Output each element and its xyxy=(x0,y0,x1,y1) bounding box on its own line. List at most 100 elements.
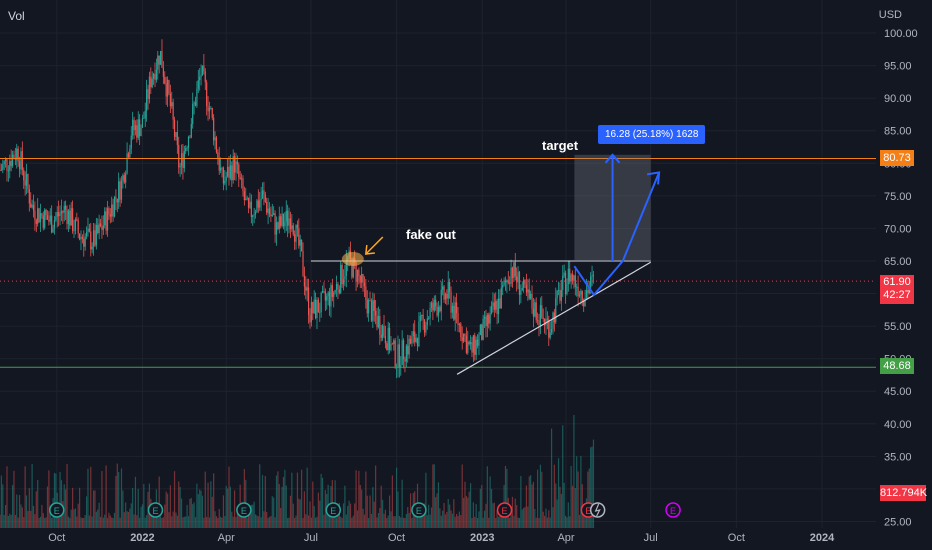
candle-body xyxy=(299,239,301,246)
candle-body xyxy=(187,136,190,148)
volume-bar xyxy=(580,455,582,528)
candle-body xyxy=(468,341,470,345)
volume-bar xyxy=(253,501,255,528)
volume-bar xyxy=(404,517,406,528)
volume-bar xyxy=(116,463,118,528)
volume-bar xyxy=(316,516,318,528)
volume-bar xyxy=(136,515,138,528)
candle-body xyxy=(474,335,476,355)
volume-bar xyxy=(382,499,384,528)
volume-bar xyxy=(317,492,319,528)
candle-body xyxy=(351,259,353,278)
candle-body xyxy=(278,216,280,230)
candle-body xyxy=(218,157,220,171)
volume-bar xyxy=(552,507,554,528)
volume-bar xyxy=(375,465,377,528)
volume-bar xyxy=(559,486,561,528)
candle-body xyxy=(538,320,540,326)
candle-body xyxy=(210,107,212,109)
volume-bar xyxy=(553,464,555,528)
volume-bar xyxy=(67,516,70,528)
candle-body xyxy=(32,204,35,211)
volume-bar xyxy=(231,511,233,528)
candle-body xyxy=(84,236,86,247)
volume-bar xyxy=(134,476,137,528)
price-range-measure-label[interactable]: 16.28 (25.18%) 1628 xyxy=(598,125,706,144)
volume-bar xyxy=(66,464,68,528)
volume-bar xyxy=(571,485,574,528)
candle-body xyxy=(574,275,576,287)
volume-bar xyxy=(260,517,262,528)
candle-body xyxy=(147,89,149,99)
candle-body xyxy=(506,280,508,283)
earnings-marker: E xyxy=(411,502,427,518)
candle-body xyxy=(320,292,322,313)
volume-bar xyxy=(270,516,272,528)
volume-bar xyxy=(101,470,103,528)
candle-body xyxy=(266,201,268,213)
candle-body xyxy=(158,55,160,65)
candle-body xyxy=(56,212,58,217)
target-annotation[interactable]: target xyxy=(542,138,579,153)
volume-bar xyxy=(14,514,16,528)
candle-body xyxy=(368,300,370,314)
volume-bar xyxy=(10,515,12,528)
candle-body xyxy=(38,208,40,223)
candle-body xyxy=(495,300,497,310)
candle-body xyxy=(18,161,21,170)
volume-bar xyxy=(495,517,497,528)
candle-body xyxy=(34,210,36,221)
candle-body xyxy=(552,312,554,330)
earnings-marker-label: E xyxy=(416,506,422,516)
volume-bar xyxy=(411,517,413,528)
last-price-badge: 61.90 42:27 xyxy=(880,275,914,304)
volume-bar xyxy=(119,517,121,528)
candle-body xyxy=(204,71,206,83)
volume-bar xyxy=(208,517,211,528)
candle-body xyxy=(58,212,60,217)
volume-bar xyxy=(31,464,33,528)
volume-bar xyxy=(21,507,23,528)
volume-bar xyxy=(42,513,44,528)
candle-body xyxy=(106,208,109,231)
candle-body xyxy=(140,127,142,137)
volume-bar xyxy=(460,515,462,528)
volume-bar xyxy=(543,515,546,528)
volume-bar xyxy=(549,517,551,528)
volume-bar xyxy=(190,498,192,528)
candle-body xyxy=(151,78,153,88)
volume-bar xyxy=(520,475,522,528)
volume-bar xyxy=(261,475,264,528)
volume-bar xyxy=(39,516,42,528)
candle-body xyxy=(333,292,335,297)
candle-body xyxy=(206,82,208,107)
volume-bar xyxy=(506,468,508,528)
volume-bar xyxy=(497,516,500,528)
volume-bar xyxy=(65,489,67,528)
volume-bar xyxy=(535,517,537,528)
volume-bar xyxy=(46,486,49,528)
candle-body xyxy=(196,88,198,106)
volume-bar xyxy=(488,517,490,528)
fake-out-annotation[interactable]: fake out xyxy=(406,227,456,242)
volume-bar xyxy=(221,517,223,528)
volume-bar xyxy=(13,470,15,528)
earnings-marker-circle xyxy=(665,502,681,518)
volume-bar xyxy=(456,513,458,528)
volume-bar xyxy=(123,512,125,528)
volume-bar xyxy=(557,458,560,528)
volume-bar xyxy=(516,504,518,528)
candle-body xyxy=(159,50,162,65)
volume-bar xyxy=(289,495,292,528)
candle-body xyxy=(194,102,197,106)
candle-body xyxy=(578,294,581,297)
candle-body xyxy=(456,302,458,314)
candle-body xyxy=(232,156,234,181)
earnings-marker: E xyxy=(236,502,252,518)
candle-body xyxy=(52,228,54,233)
candle-body xyxy=(442,286,444,290)
volume-bar xyxy=(444,514,447,528)
earnings-marker-label: E xyxy=(502,506,508,516)
candle-body xyxy=(253,214,255,216)
